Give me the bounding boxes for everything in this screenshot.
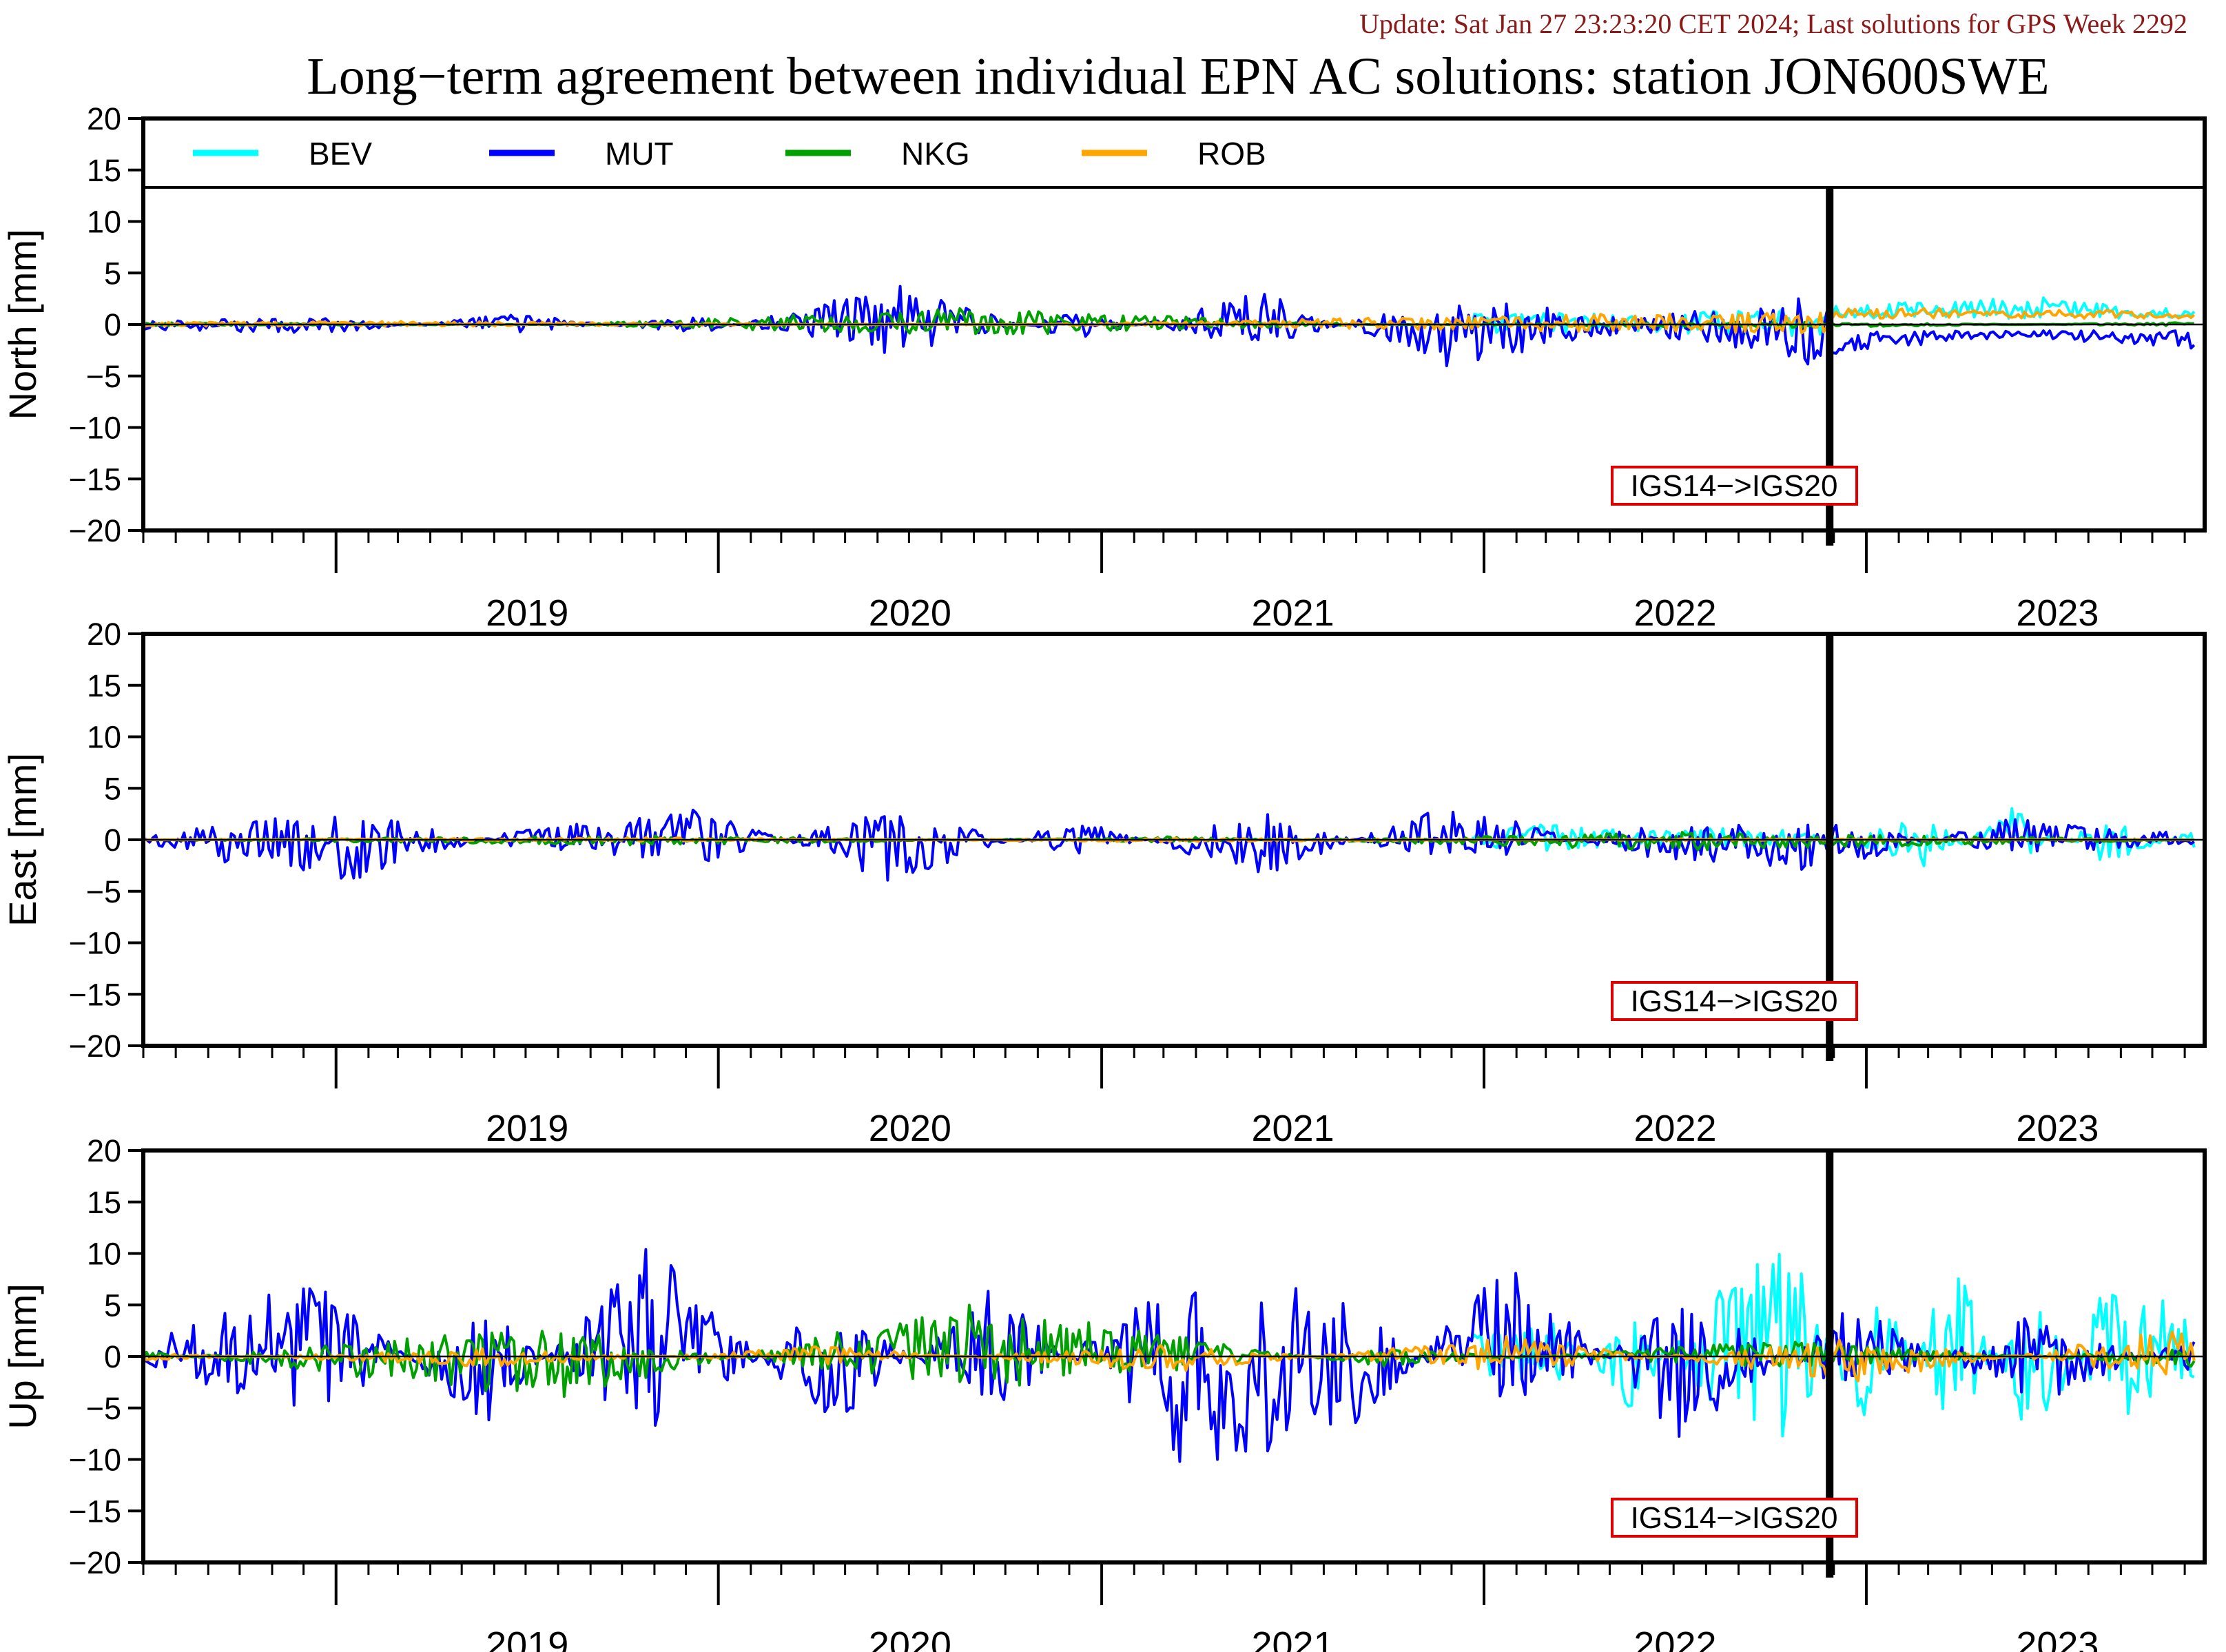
x-tick-label: 2021 bbox=[1251, 1108, 1334, 1149]
annotation-label: IGS14−>IGS20 bbox=[1631, 1501, 1838, 1535]
x-tick-label: 2021 bbox=[1251, 1624, 1334, 1652]
y-tick-label: −15 bbox=[69, 462, 121, 497]
legend: BEV MUT NKG ROB bbox=[143, 136, 2205, 189]
legend-label: ROB bbox=[1197, 136, 1266, 172]
series-line-nkg bbox=[143, 831, 2194, 851]
y-tick-label: −10 bbox=[69, 411, 121, 446]
x-tick-label: 2023 bbox=[2016, 1624, 2099, 1652]
y-tick-label: 10 bbox=[87, 205, 121, 240]
panels: IGS14−>IGS20 20 15 10 5 0 −5 −10 −15 −20 North [mm… bbox=[1, 101, 2207, 1652]
legend-label: NKG bbox=[901, 136, 970, 172]
panel-2: IGS14−>IGS20 20 15 10 5 0 −5 −10 −15 −20 Up [mm] 20… bbox=[1, 1133, 2207, 1652]
x-tick-label: 2021 bbox=[1251, 592, 1334, 634]
y-tick-label: 15 bbox=[87, 153, 121, 188]
panel-0: IGS14−>IGS20 20 15 10 5 0 −5 −10 −15 −20 North [mm… bbox=[1, 101, 2207, 634]
y-tick-label: −20 bbox=[69, 1029, 121, 1064]
x-tick-label: 2020 bbox=[869, 592, 951, 634]
series-line-mut bbox=[143, 285, 2196, 367]
legend-entry-rob: ROB bbox=[1082, 136, 1266, 172]
series-line-rob bbox=[142, 1330, 2196, 1383]
annotation-label: IGS14−>IGS20 bbox=[1631, 984, 1838, 1018]
y-tick-label: −5 bbox=[86, 874, 121, 909]
annotation-label: IGS14−>IGS20 bbox=[1631, 469, 1838, 503]
x-tick-label: 2023 bbox=[2016, 592, 2099, 634]
legend-label: BEV bbox=[309, 136, 372, 172]
x-tick-label: 2019 bbox=[486, 1624, 568, 1652]
x-tick-label: 2019 bbox=[486, 592, 568, 634]
y-tick-label: −10 bbox=[69, 926, 121, 961]
y-tick-label: 15 bbox=[87, 1185, 121, 1220]
y-tick-label: −20 bbox=[69, 513, 121, 548]
y-tick-label: −5 bbox=[86, 1391, 121, 1426]
legend-label: MUT bbox=[605, 136, 674, 172]
x-tick-label: 2022 bbox=[1634, 1624, 1716, 1652]
legend-entry-nkg: NKG bbox=[785, 136, 970, 172]
x-tick-label: 2022 bbox=[1634, 1108, 1716, 1149]
y-tick-label: 5 bbox=[104, 1288, 121, 1323]
legend-entry-mut: MUT bbox=[489, 136, 674, 172]
x-tick-label: 2019 bbox=[486, 1108, 568, 1149]
frame-change-annotation: IGS14−>IGS20 bbox=[1611, 981, 1858, 1021]
annotation-box bbox=[1611, 1498, 1858, 1538]
update-text: Update: Sat Jan 27 23:23:20 CET 2024; La… bbox=[1359, 8, 2187, 39]
y-tick-label: 20 bbox=[87, 617, 121, 652]
y-axis-label: Up [mm] bbox=[1, 1283, 44, 1429]
y-tick-label: −15 bbox=[69, 977, 121, 1012]
y-tick-label: 0 bbox=[104, 1339, 121, 1374]
annotation-box bbox=[1611, 981, 1858, 1021]
series-line-nkg bbox=[142, 1303, 2196, 1398]
x-tick-label: 2020 bbox=[869, 1624, 951, 1652]
y-tick-label: 20 bbox=[87, 101, 121, 136]
y-tick-label: −5 bbox=[86, 359, 121, 394]
y-tick-label: 15 bbox=[87, 668, 121, 703]
y-tick-label: 5 bbox=[104, 256, 121, 291]
y-axis-label: East [mm] bbox=[1, 753, 44, 927]
figure-title: Long−term agreement between individual E… bbox=[307, 48, 2049, 105]
panel-1: IGS14−>IGS20 20 15 10 5 0 −5 −10 −15 −20 East [mm]… bbox=[1, 617, 2207, 1149]
y-tick-label: −20 bbox=[69, 1545, 121, 1580]
frame-change-annotation: IGS14−>IGS20 bbox=[1611, 466, 1858, 506]
series-line-mut bbox=[142, 1248, 2196, 1463]
legend-entry-bev: BEV bbox=[193, 136, 372, 172]
y-tick-label: 10 bbox=[87, 720, 121, 755]
y-tick-label: 10 bbox=[87, 1237, 121, 1272]
annotation-box bbox=[1611, 466, 1858, 506]
y-tick-label: 5 bbox=[104, 771, 121, 806]
y-axis-label: North [mm] bbox=[1, 229, 44, 420]
y-tick-label: −15 bbox=[69, 1494, 121, 1529]
x-tick-label: 2022 bbox=[1634, 592, 1716, 634]
y-tick-label: 20 bbox=[87, 1133, 121, 1168]
y-tick-label: −10 bbox=[69, 1443, 121, 1478]
y-tick-label: 0 bbox=[104, 307, 121, 342]
x-tick-label: 2020 bbox=[869, 1108, 951, 1149]
frame-change-annotation: IGS14−>IGS20 bbox=[1611, 1498, 1858, 1538]
y-tick-label: 0 bbox=[104, 823, 121, 858]
x-tick-label: 2023 bbox=[2016, 1108, 2099, 1149]
